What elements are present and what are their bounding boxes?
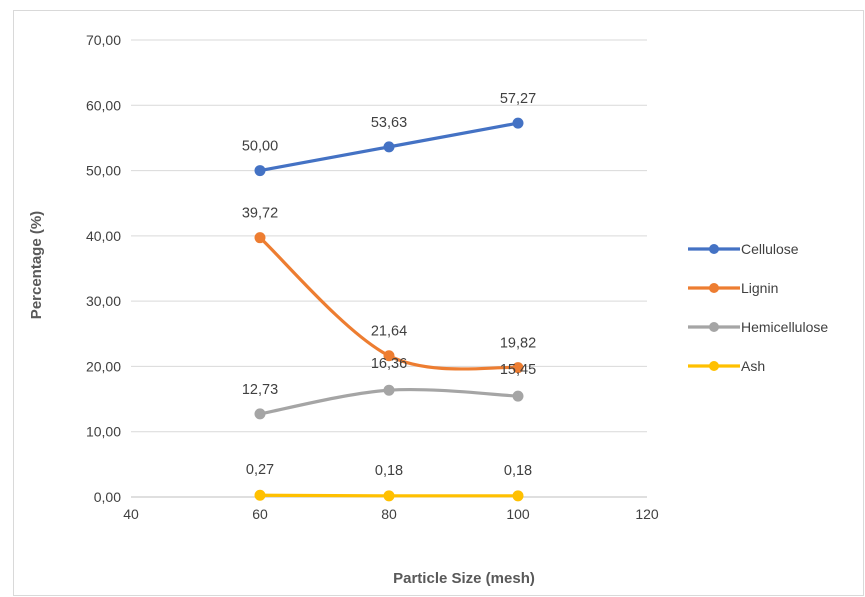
- data-label: 12,73: [242, 382, 278, 398]
- legend-label: Cellulose: [741, 241, 799, 257]
- y-tick-label: 10,00: [86, 424, 121, 440]
- chart-frame: [13, 10, 864, 596]
- series-layer: [254, 117, 524, 502]
- series-line-lignin: [258, 236, 520, 371]
- data-label: 57,27: [500, 91, 536, 107]
- data-label: 0,18: [504, 463, 532, 479]
- legend-swatch-marker: [709, 244, 719, 254]
- data-point-lignin: [512, 362, 524, 374]
- y-tick-label: 0,00: [94, 489, 121, 505]
- x-tick-label: 120: [635, 506, 659, 522]
- x-tick-label: 80: [381, 506, 397, 522]
- x-tick-label: 100: [506, 506, 530, 522]
- gridlines: [131, 39, 647, 498]
- data-point-hemicellulose: [254, 408, 266, 420]
- data-point-ash: [512, 490, 524, 502]
- data-label: 50,00: [242, 139, 278, 155]
- data-point-lignin: [383, 350, 395, 362]
- data-point-cellulose: [254, 165, 266, 177]
- data-point-hemicellulose: [512, 390, 524, 402]
- legend-swatch-marker: [709, 322, 719, 332]
- y-tick-label: 70,00: [86, 32, 121, 48]
- legend-label: Ash: [741, 358, 765, 374]
- data-label: 21,64: [371, 324, 407, 340]
- y-axis-title: Percentage (%): [28, 211, 45, 319]
- data-label: 39,72: [242, 206, 278, 222]
- y-tick-label: 50,00: [86, 163, 121, 179]
- data-label: 0,18: [375, 463, 403, 479]
- data-label: 19,82: [500, 336, 536, 352]
- x-tick-labels: 40 60 80 100 120: [123, 506, 659, 522]
- x-axis-title: Particle Size (mesh): [393, 570, 535, 587]
- legend: Cellulose Lignin Hemicellulose Ash: [688, 241, 828, 374]
- x-tick-label: 60: [252, 506, 268, 522]
- legend-label: Hemicellulose: [741, 319, 828, 335]
- data-label: 16,36: [371, 356, 407, 372]
- y-tick-label: 40,00: [86, 228, 121, 244]
- legend-label: Lignin: [741, 280, 778, 296]
- data-label: 0,27: [246, 462, 274, 478]
- data-label: 15,45: [500, 362, 536, 378]
- data-labels: 50,00 53,63 57,27 39,72 21,64 19,82 12,73 16,36…: [242, 91, 536, 479]
- data-point-ash: [383, 490, 395, 502]
- data-point-hemicellulose: [383, 384, 395, 396]
- y-tick-label: 60,00: [86, 97, 121, 113]
- x-tick-label: 40: [123, 506, 139, 522]
- y-tick-label: 20,00: [86, 358, 121, 374]
- legend-swatch-marker: [709, 283, 719, 293]
- data-point-cellulose: [383, 141, 395, 153]
- data-label: 53,63: [371, 115, 407, 131]
- data-point-cellulose: [512, 117, 524, 129]
- legend-swatch-marker: [709, 361, 719, 371]
- y-tick-labels: 0,00 10,00 20,00 30,00 40,00 50,00 60,00 70,00: [86, 32, 121, 505]
- data-point-lignin: [254, 232, 266, 244]
- y-tick-label: 30,00: [86, 293, 121, 309]
- data-point-ash: [254, 489, 266, 501]
